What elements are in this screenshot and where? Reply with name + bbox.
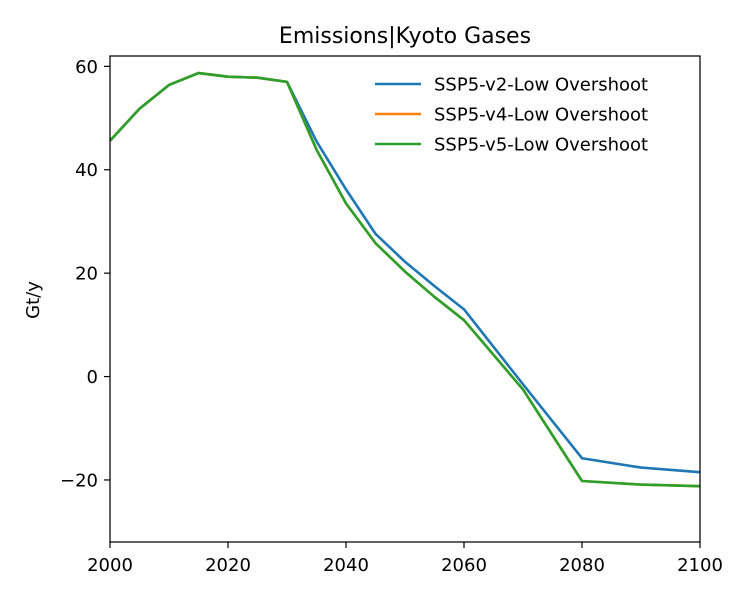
chart-title: Emissions|Kyoto Gases — [279, 24, 531, 49]
legend-label-3: SSP5-v5-Low Overshoot — [434, 135, 648, 156]
legend-label-2: SSP5-v4-Low Overshoot — [434, 105, 648, 126]
series-line-3 — [109, 71, 701, 488]
legend: SSP5-v2-Low Overshoot SSP5-v4-Low Oversho… — [375, 75, 648, 156]
legend-label-1: SSP5-v2-Low Overshoot — [434, 75, 648, 96]
y-tick-label: 0 — [87, 367, 98, 388]
y-tick-label: 40 — [75, 160, 98, 181]
plot-frame — [109, 55, 701, 543]
y-axis-ticks: −20 0 20 40 60 — [60, 57, 110, 491]
y-tick-label: 20 — [75, 264, 98, 285]
x-tick-label: 2080 — [559, 555, 605, 576]
y-tick-label: −20 — [60, 470, 98, 491]
x-tick-label: 2020 — [205, 555, 251, 576]
x-tick-label: 2060 — [441, 555, 487, 576]
x-tick-label: 2000 — [87, 555, 133, 576]
x-axis-ticks: 2000 2020 2040 2060 2080 2100 — [87, 542, 723, 576]
x-tick-label: 2100 — [677, 555, 723, 576]
y-tick-label: 60 — [75, 57, 98, 78]
plot-lines — [109, 71, 701, 488]
y-axis-label: Gt/y — [23, 281, 44, 319]
x-tick-label: 2040 — [323, 555, 369, 576]
